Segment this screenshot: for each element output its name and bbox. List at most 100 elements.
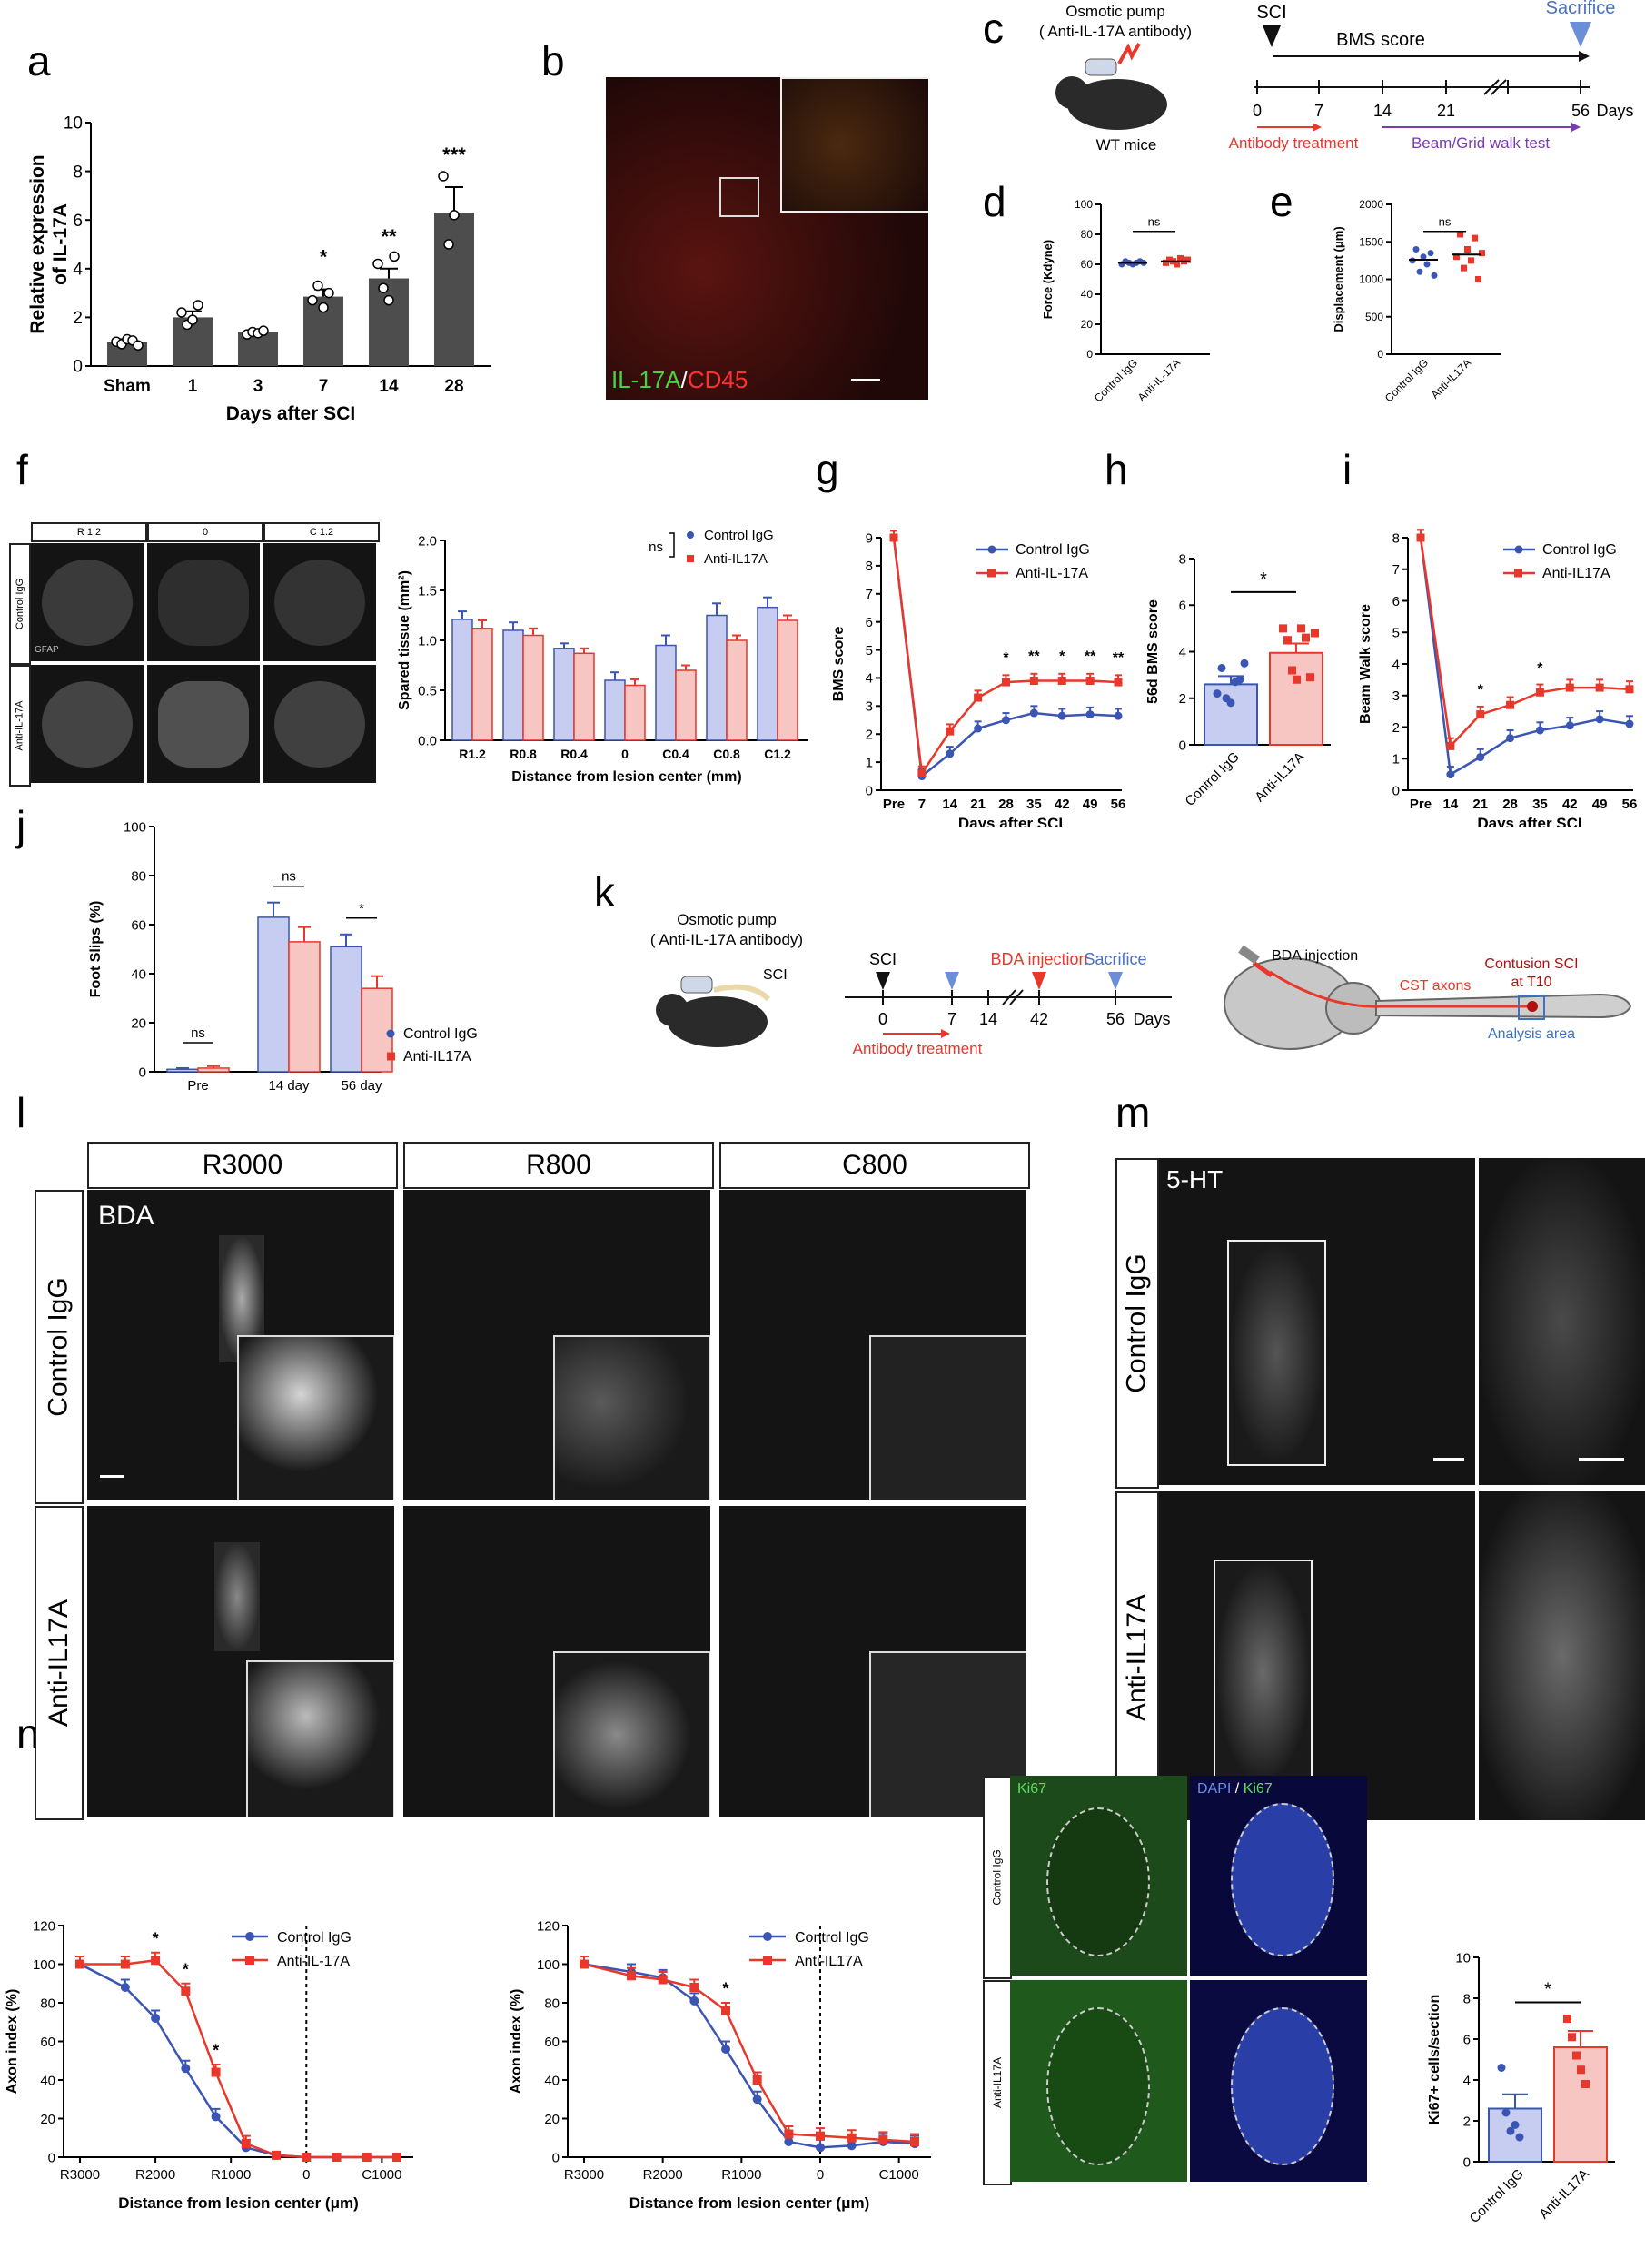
g-point-0-4 bbox=[1002, 716, 1010, 725]
o-point-1-0 bbox=[580, 1959, 589, 1969]
j-ytick-label-0: 0 bbox=[139, 1065, 146, 1080]
g-xtick-label-1: 7 bbox=[918, 797, 926, 812]
h-point-0-0 bbox=[1213, 689, 1222, 698]
f-ylabel: Spared tissue (mm²) bbox=[397, 570, 412, 710]
q-ytick-label-5: 10 bbox=[1455, 1950, 1471, 1966]
q-ytick-label-3: 6 bbox=[1463, 2032, 1471, 2047]
f-legend-marker-0 bbox=[687, 531, 694, 539]
f-ytick-label-4: 2.0 bbox=[418, 533, 437, 549]
a-sig-4: ** bbox=[381, 225, 397, 248]
o-point-1-8 bbox=[847, 2133, 857, 2143]
a-sig-3: * bbox=[320, 246, 328, 269]
e-point-1-0 bbox=[1453, 253, 1460, 261]
d-ylabel: Force (Kdyne) bbox=[1041, 240, 1055, 319]
i-xlabel: Days after SCI bbox=[1477, 815, 1581, 827]
sacrifice-arrowhead-k-icon bbox=[1108, 972, 1123, 990]
o-ytick-label-4: 80 bbox=[544, 1996, 560, 2011]
f-bar-0-3 bbox=[604, 679, 626, 741]
n-sig-1: * bbox=[183, 1960, 189, 1978]
n-point-1-7 bbox=[302, 2153, 312, 2162]
f-bar-0-6 bbox=[757, 606, 778, 741]
q-point-0-2 bbox=[1506, 2126, 1515, 2135]
a-sig-5: *** bbox=[442, 144, 466, 166]
sci-label-k: SCI bbox=[763, 967, 788, 983]
tick-c-3: 21 bbox=[1437, 102, 1455, 120]
j-ytick-label-4: 80 bbox=[131, 868, 146, 884]
g-ytick-label-0: 0 bbox=[866, 783, 873, 798]
g-xtick-label-0: Pre bbox=[883, 797, 905, 812]
q-point-0-1 bbox=[1501, 2108, 1511, 2117]
pump-sub-k: ( Anti-IL-17A antibody) bbox=[650, 931, 803, 948]
i-point-1-5 bbox=[1565, 683, 1574, 692]
sacrifice-label-k: Sacrifice bbox=[1084, 950, 1146, 968]
d-xtick-label-1: Anti-IL-17A bbox=[1135, 356, 1183, 403]
i-xtick-label-6: 49 bbox=[1592, 797, 1608, 812]
j-sig-label-0: ns bbox=[191, 1025, 205, 1041]
o-point-0-8 bbox=[847, 2141, 857, 2151]
n-point-1-4 bbox=[211, 2067, 221, 2077]
n-point-1-5 bbox=[241, 2139, 251, 2149]
i-ytick-label-3: 3 bbox=[1392, 688, 1400, 704]
f-xtick-label-3: 0 bbox=[621, 747, 629, 761]
n-xlabel: Distance from lesion center (μm) bbox=[118, 2194, 359, 2212]
e-point-1-3 bbox=[1464, 246, 1471, 253]
m-row-label-0: Control IgG bbox=[1115, 1158, 1159, 1489]
o-legend-marker-0 bbox=[763, 1932, 772, 1941]
n-ytick-label-6: 120 bbox=[33, 1918, 55, 1934]
n-ytick-label-5: 100 bbox=[33, 1957, 55, 1973]
f-bar-0-2 bbox=[553, 648, 575, 741]
j-bar-1-0 bbox=[197, 1067, 230, 1073]
panel-label-e: e bbox=[1270, 178, 1293, 225]
f-row-label-0: Control IgG bbox=[9, 543, 31, 665]
tick-k-0: 0 bbox=[878, 1010, 887, 1028]
e-point-1-7 bbox=[1479, 250, 1485, 257]
bda-image-0-0: BDA bbox=[87, 1190, 394, 1500]
q-point-1-2 bbox=[1572, 2051, 1581, 2060]
i-legend-label-1: Anti-IL17A bbox=[1542, 566, 1610, 581]
i-ytick-label-6: 6 bbox=[1392, 594, 1400, 609]
j-bar-0-2 bbox=[330, 946, 362, 1073]
e-point-1-1 bbox=[1457, 231, 1463, 238]
i-point-0-5 bbox=[1565, 721, 1574, 730]
i-ytick-label-5: 5 bbox=[1392, 626, 1400, 641]
g-point-1-6 bbox=[1057, 677, 1066, 686]
o-point-1-2 bbox=[658, 1975, 668, 1985]
f-xtick-label-0: R1.2 bbox=[459, 747, 486, 761]
i-point-1-3 bbox=[1506, 700, 1515, 709]
i-point-0-2 bbox=[1476, 753, 1485, 762]
q-point-1-3 bbox=[1577, 2065, 1585, 2075]
h-point-0-1 bbox=[1217, 663, 1226, 672]
o-point-1-5 bbox=[752, 2075, 762, 2085]
a-xtick-label-5: 28 bbox=[444, 377, 463, 396]
g-sig-7: ** bbox=[1085, 649, 1096, 665]
g-sig-4: * bbox=[1003, 650, 1009, 666]
bda-image-0-1 bbox=[403, 1190, 710, 1500]
gfap-image-0-0: GFAP bbox=[31, 543, 144, 661]
5ht-zoom-1 bbox=[1479, 1491, 1645, 1820]
ki67-image-1 bbox=[1010, 1980, 1187, 2182]
tick-c-2: 14 bbox=[1373, 102, 1392, 120]
h-point-1-5 bbox=[1302, 633, 1310, 642]
f-bar-1-5 bbox=[726, 639, 748, 741]
bms-arrowhead-icon bbox=[1579, 51, 1590, 62]
i-xtick-label-0: Pre bbox=[1410, 797, 1432, 812]
n-point-1-9 bbox=[362, 2153, 372, 2162]
o-ytick-label-6: 120 bbox=[537, 1918, 560, 1934]
q-point-0-0 bbox=[1497, 2064, 1506, 2072]
n-point-1-3 bbox=[181, 1986, 191, 1996]
f-bar-1-1 bbox=[522, 634, 544, 741]
a-point-5-2 bbox=[449, 210, 460, 221]
j-legend-marker-0 bbox=[386, 1029, 395, 1038]
d-xtick-label-0: Control IgG bbox=[1092, 356, 1140, 404]
j-sig-label-2: * bbox=[359, 901, 364, 916]
f-xtick-label-1: R0.8 bbox=[510, 747, 537, 761]
n-point-1-8 bbox=[332, 2153, 342, 2162]
o-ytick-label-5: 100 bbox=[537, 1957, 560, 1973]
n-legend-label-0: Control IgG bbox=[277, 1930, 352, 1946]
g-point-1-8 bbox=[1114, 678, 1123, 687]
antibody-label-k: Antibody treatment bbox=[853, 1040, 983, 1057]
chart-n: 0 20 40 60 80 100 120 Axon index (%) R3000 R2000 R… bbox=[5, 1918, 413, 2212]
a-ytick-label-3: 6 bbox=[73, 212, 83, 231]
a-point-5-0 bbox=[438, 171, 449, 182]
h-ytick-label-0: 0 bbox=[1179, 738, 1186, 753]
